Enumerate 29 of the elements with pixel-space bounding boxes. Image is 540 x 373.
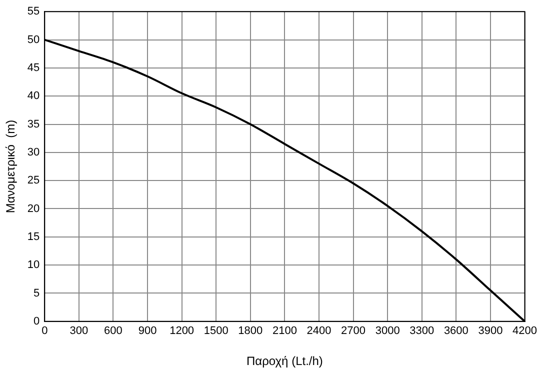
y-tick-label: 50 [27, 34, 40, 46]
y-tick-label: 40 [27, 90, 40, 102]
y-tick-label: 5 [34, 287, 40, 300]
x-tick-label: 1200 [170, 325, 194, 338]
x-tick-label: 1800 [238, 325, 263, 338]
x-tick-label: 2700 [341, 325, 366, 338]
y-tick-label: 30 [27, 146, 40, 158]
x-tick-label: 600 [104, 325, 122, 338]
x-tick-label: 3300 [410, 325, 434, 338]
y-tick-label: 20 [27, 202, 40, 215]
x-axis-title: Παροχή (Lt./h) [246, 354, 323, 368]
y-tick-label: 0 [34, 315, 40, 328]
x-tick-label: 2100 [272, 325, 297, 338]
x-tick-label: 1500 [204, 325, 228, 338]
x-tick-label: 0 [42, 325, 48, 338]
x-tick-label: 4200 [512, 325, 538, 338]
x-tick-label: 900 [138, 325, 157, 338]
x-tick-label: 3600 [444, 325, 468, 338]
x-tick-label: 3900 [478, 325, 503, 338]
y-axis-title: Μανομετρικό (m) [4, 120, 18, 214]
y-tick-label: 45 [27, 62, 40, 74]
x-tick-label: 2400 [306, 325, 332, 338]
y-tick-label: 10 [27, 259, 40, 272]
x-tick-label: 300 [70, 325, 88, 338]
y-tick-label: 55 [27, 6, 40, 18]
x-tick-label: 3000 [375, 325, 400, 338]
y-tick-label: 25 [27, 174, 40, 187]
y-tick-label: 35 [27, 118, 40, 130]
y-tick-label: 15 [27, 230, 40, 243]
